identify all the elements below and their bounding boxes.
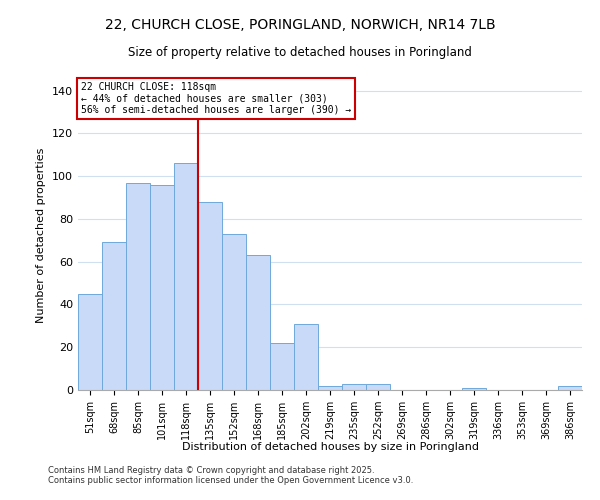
Text: 22, CHURCH CLOSE, PORINGLAND, NORWICH, NR14 7LB: 22, CHURCH CLOSE, PORINGLAND, NORWICH, N… [104, 18, 496, 32]
X-axis label: Distribution of detached houses by size in Poringland: Distribution of detached houses by size … [182, 442, 479, 452]
Bar [78, 294, 102, 390]
Bar [198, 202, 222, 390]
Bar [558, 386, 582, 390]
Text: Size of property relative to detached houses in Poringland: Size of property relative to detached ho… [128, 46, 472, 59]
Text: Contains HM Land Registry data © Crown copyright and database right 2025.
Contai: Contains HM Land Registry data © Crown c… [48, 466, 413, 485]
Bar [174, 164, 198, 390]
Bar [126, 182, 150, 390]
Bar [294, 324, 318, 390]
Bar [366, 384, 390, 390]
Text: 22 CHURCH CLOSE: 118sqm
← 44% of detached houses are smaller (303)
56% of semi-d: 22 CHURCH CLOSE: 118sqm ← 44% of detache… [80, 82, 351, 115]
Bar [342, 384, 366, 390]
Bar [246, 256, 270, 390]
Bar [150, 185, 174, 390]
Bar [462, 388, 486, 390]
Y-axis label: Number of detached properties: Number of detached properties [37, 148, 46, 322]
Bar [222, 234, 246, 390]
Bar [270, 343, 294, 390]
Bar [102, 242, 126, 390]
Bar [318, 386, 342, 390]
